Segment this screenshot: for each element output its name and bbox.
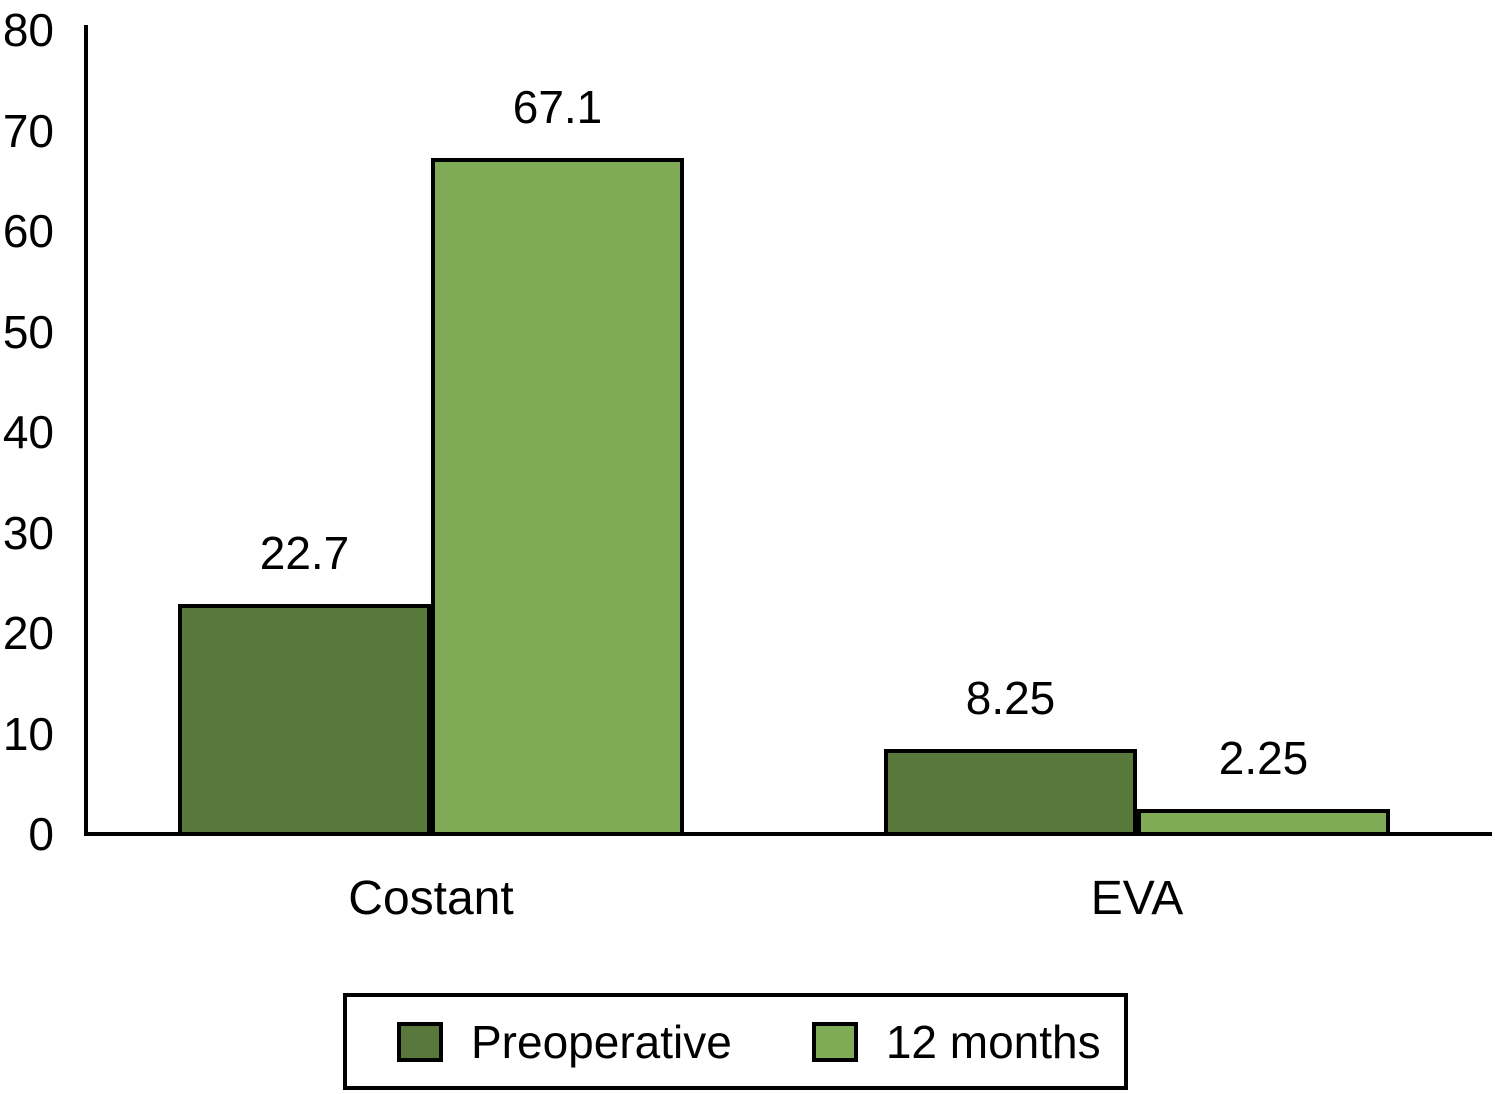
y-tick-label: 0 bbox=[28, 808, 54, 860]
bar-value-label: 22.7 bbox=[259, 527, 350, 579]
y-tick-label: 30 bbox=[2, 506, 54, 559]
bar-costant-preoperative bbox=[178, 604, 431, 836]
legend-swatch-12-months bbox=[811, 1021, 858, 1062]
y-tick-label: 40 bbox=[2, 406, 54, 458]
bar-eva-preoperative bbox=[884, 749, 1137, 836]
bar-value-label: 2.25 bbox=[1218, 732, 1309, 784]
bar-value-label: 8.25 bbox=[965, 672, 1056, 724]
legend-item-preoperative: Preoperative bbox=[397, 1019, 732, 1065]
bar-value-label: 67.1 bbox=[512, 81, 603, 133]
y-tick-label: 80 bbox=[2, 4, 54, 56]
category-label-costant: Costant bbox=[348, 872, 514, 925]
y-tick-label: 70 bbox=[2, 104, 54, 157]
legend-label-preoperative: Preoperative bbox=[471, 1015, 732, 1068]
y-tick-label: 60 bbox=[2, 205, 54, 257]
y-tick-label: 20 bbox=[2, 607, 54, 659]
legend-item-12-months: 12 months bbox=[811, 1015, 1101, 1068]
bar-costant-12-months bbox=[431, 158, 684, 836]
legend-box: Preoperative 12 months bbox=[343, 993, 1128, 1090]
y-tick-label: 10 bbox=[2, 707, 54, 760]
y-tick-label: 50 bbox=[2, 305, 54, 358]
category-label-eva: EVA bbox=[1090, 872, 1184, 925]
legend-label-12-months: 12 months bbox=[885, 1015, 1101, 1068]
bar-eva-12-months bbox=[1137, 809, 1390, 836]
legend-swatch-preoperative bbox=[397, 1021, 443, 1062]
y-axis-line bbox=[84, 25, 88, 836]
x-axis-line bbox=[84, 832, 1492, 836]
